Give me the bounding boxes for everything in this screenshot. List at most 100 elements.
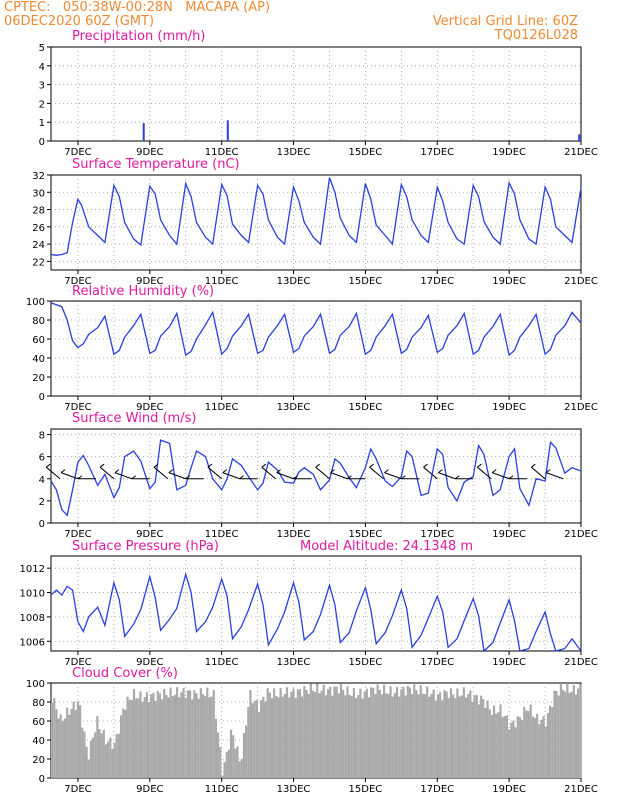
rh-xtick-label: 17DEC — [420, 402, 454, 413]
wind-ytick-label: 8 — [39, 431, 45, 442]
wind-ytick-label: 2 — [39, 497, 45, 508]
precip-xtick-label: 21DEC — [564, 147, 598, 158]
cloud-bar — [376, 684, 379, 778]
cloud-bar — [337, 693, 340, 778]
cloud-bar — [251, 703, 254, 778]
wind-xtick-label: 11DEC — [205, 529, 239, 540]
pres-xtick-label: 21DEC — [564, 657, 598, 668]
wind-arrow — [207, 466, 222, 480]
temp-xtick-label: 13DEC — [277, 276, 311, 287]
rh-ytick-label: 0 — [39, 392, 45, 403]
wind-arrow — [261, 466, 276, 480]
cloud-bar — [139, 691, 142, 778]
cloud-bar — [122, 708, 125, 778]
wind-arrow-head — [77, 475, 83, 480]
cloud-bar — [359, 688, 362, 778]
precip-bar — [226, 120, 229, 141]
cloud-bar — [574, 694, 578, 778]
cloud-xtick-label: 13DEC — [277, 784, 311, 795]
cloud-bar — [510, 722, 513, 778]
cloud-bar — [452, 694, 455, 778]
precip-xtick-label: 19DEC — [492, 147, 526, 158]
cloud-bar — [402, 686, 405, 778]
wind-xtick-label: 13DEC — [277, 529, 311, 540]
cloud-bar — [542, 716, 545, 778]
cloud-bar — [439, 692, 442, 778]
wind-arrow-head — [369, 463, 374, 468]
cloud-bar — [264, 701, 267, 778]
wind-title: Surface Wind (m/s) — [72, 411, 196, 426]
cloud-bar — [206, 687, 209, 778]
cloud-bar — [191, 699, 194, 778]
temp-ytick-label: 26 — [32, 223, 45, 234]
cloud-bar — [525, 710, 528, 778]
cloud-bar — [180, 692, 183, 778]
cloud-bar — [79, 705, 82, 778]
cloud-bar — [311, 690, 315, 778]
wind-arrow-head — [261, 463, 267, 468]
cloud-bar — [344, 695, 347, 778]
temp-title: Surface Temperature (nC) — [72, 157, 240, 172]
temp-xtick-label: 7DEC — [64, 276, 91, 287]
cloud-bar — [456, 688, 459, 778]
cloud-bar — [111, 748, 114, 778]
cloud-bar — [445, 691, 448, 778]
rh-xtick-label: 19DEC — [492, 402, 526, 413]
cloud-bar — [305, 689, 308, 778]
wind-arrow — [99, 466, 115, 480]
cloud-bar — [70, 708, 73, 778]
precip-bar — [142, 123, 145, 141]
temp-series-line — [50, 177, 582, 256]
cloud-bar — [266, 688, 269, 778]
cloud-bar — [555, 691, 558, 778]
cloud-bar — [98, 728, 101, 778]
cloud-bar — [551, 707, 554, 778]
cloud-bar — [316, 683, 319, 778]
cloud-bar — [141, 701, 144, 778]
wind-arrow-head — [491, 469, 497, 474]
cloud-bar — [247, 707, 250, 778]
cloud-bar — [307, 694, 310, 778]
wind-arrow — [477, 466, 492, 480]
wind-arrow — [438, 472, 456, 480]
cloud-bar — [518, 717, 521, 778]
cloud-bar — [523, 706, 526, 778]
cloud-bar — [553, 690, 556, 778]
rh-ytick-label: 80 — [32, 316, 45, 327]
cloud-bar — [165, 694, 168, 778]
cloud-bar — [223, 762, 226, 778]
cloud-bar — [137, 698, 140, 778]
cloud-bar — [415, 690, 418, 778]
cloud-bar — [281, 696, 284, 778]
wind-ytick-label: 4 — [39, 475, 45, 486]
cloud-bar — [96, 716, 99, 778]
cloud-bar — [275, 696, 278, 778]
cloud-bar — [63, 718, 67, 778]
precip-ytick-label: 0 — [39, 137, 45, 148]
cloud-bar — [339, 683, 343, 778]
model-id: TQ0126L028 — [494, 28, 578, 43]
cloud-bar — [236, 746, 239, 778]
cloud-bar — [488, 709, 491, 778]
wind-arrow-head — [330, 469, 335, 474]
cloud-bar — [102, 729, 105, 778]
cloud-bar — [572, 685, 575, 778]
cloud-bar — [210, 696, 213, 778]
cloud-bar — [115, 733, 118, 778]
wind-arrow-head — [347, 475, 352, 480]
cloud-bar — [443, 690, 446, 778]
cloud-bar — [117, 733, 120, 778]
cloud-bar — [89, 740, 92, 778]
precip-xtick-label: 7DEC — [64, 147, 91, 158]
cloud-bar — [540, 719, 543, 778]
cloud-bar — [374, 694, 377, 778]
precip-bar — [578, 134, 581, 141]
cloud-bar — [55, 709, 58, 778]
cloud-bar — [184, 698, 187, 778]
rh-xtick-label: 15DEC — [349, 402, 383, 413]
cloud-bar — [176, 687, 179, 778]
cloud-xtick-label: 17DEC — [420, 784, 454, 795]
pres-frame — [50, 555, 582, 652]
cloud-bar — [417, 694, 420, 778]
wind-arrow-head — [114, 469, 120, 474]
